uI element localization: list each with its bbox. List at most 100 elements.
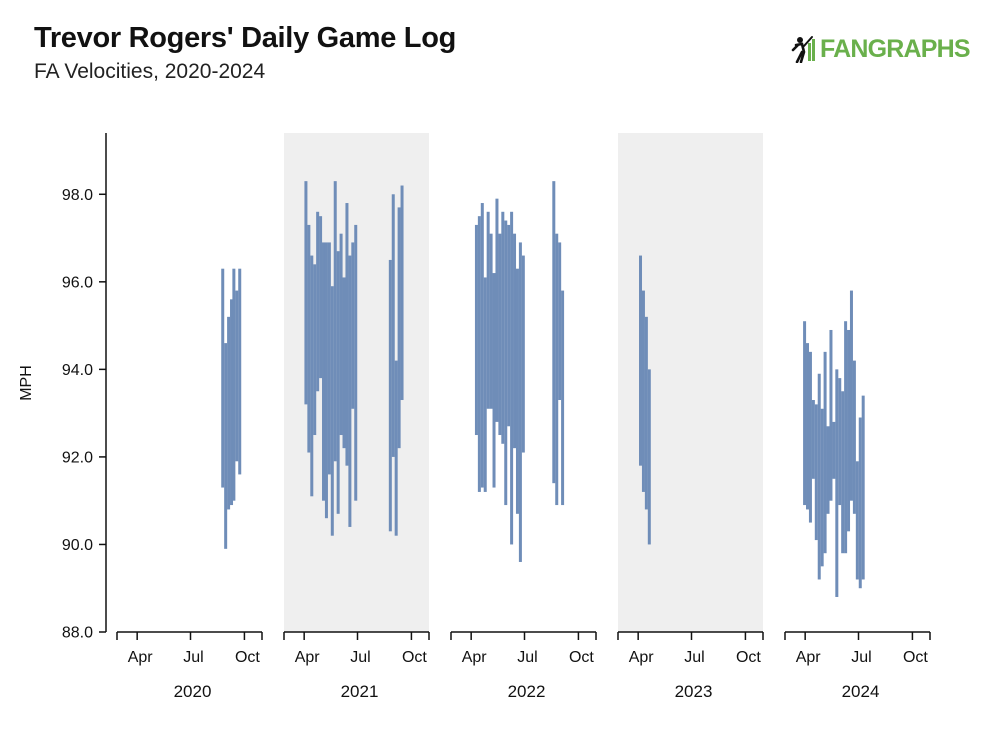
velocity-bar xyxy=(319,216,323,379)
y-tick-label: 90.0 xyxy=(62,537,93,554)
velocity-bar xyxy=(835,369,839,597)
axes: 88.0 90.0 92.0 94.0 96.0 98.0 Apr Jul Oct 2020 Apr… xyxy=(62,133,931,701)
velocity-bar xyxy=(227,316,231,510)
velocity-bar xyxy=(498,233,502,436)
x-tick-label: Apr xyxy=(128,649,154,666)
velocity-bar xyxy=(400,185,404,401)
x-tick-label: Apr xyxy=(462,649,488,666)
velocity-bar xyxy=(861,395,865,580)
x-tick-label: Oct xyxy=(402,649,427,666)
velocity-bar xyxy=(322,242,326,501)
velocity-bar xyxy=(304,181,308,405)
x-tick-label: Jul xyxy=(350,649,370,666)
x-tick-label: Oct xyxy=(569,649,594,666)
x-tick-label: Apr xyxy=(629,649,655,666)
velocity-bar xyxy=(474,224,478,436)
velocity-bar xyxy=(561,290,565,506)
velocity-bar xyxy=(826,426,830,514)
velocity-bar xyxy=(639,255,643,466)
velocity-bars xyxy=(221,181,865,597)
velocity-bar xyxy=(230,299,234,506)
velocity-bar xyxy=(647,369,651,545)
x-tick-label: Oct xyxy=(903,649,928,666)
year-label-2021: 2021 xyxy=(341,682,379,701)
year-label-2022: 2022 xyxy=(508,682,546,701)
velocity-bar xyxy=(324,242,328,519)
x-tick-label: Jul xyxy=(684,649,704,666)
velocity-bar xyxy=(555,233,559,506)
velocity-bar xyxy=(489,233,493,409)
velocity-bar xyxy=(849,290,853,501)
velocity-bar xyxy=(313,264,317,436)
velocity-bar xyxy=(858,417,862,589)
velocity-bar xyxy=(316,211,320,392)
velocity-bar xyxy=(521,255,525,453)
velocity-bar xyxy=(342,277,346,449)
velocity-bar xyxy=(803,321,807,506)
x-tick-label: Jul xyxy=(851,649,871,666)
velocity-bar xyxy=(832,421,836,479)
velocity-bar xyxy=(221,268,225,488)
velocity-bar xyxy=(477,216,481,492)
velocity-bar xyxy=(844,321,848,554)
velocity-bar xyxy=(820,408,824,567)
velocity-bar xyxy=(814,404,818,541)
velocity-bar xyxy=(333,181,337,462)
velocity-bar xyxy=(486,211,490,409)
velocity-bar xyxy=(841,391,845,554)
y-tick-label: 88.0 xyxy=(62,625,93,642)
velocity-bar xyxy=(558,242,562,401)
year-label-2024: 2024 xyxy=(842,682,880,701)
velocity-bar xyxy=(330,286,334,536)
velocity-bar xyxy=(855,461,859,580)
velocity-bar xyxy=(348,255,352,527)
chart-title: Trevor Rogers' Daily Game Log xyxy=(34,22,457,54)
y-tick-label: 96.0 xyxy=(62,274,93,291)
velocity-bar xyxy=(806,343,810,510)
velocity-bar xyxy=(224,343,228,549)
x-tick-label: Apr xyxy=(295,649,321,666)
batter-icon xyxy=(791,36,815,63)
fangraphs-logo: FANGRAPHS xyxy=(790,34,971,64)
velocity-bar xyxy=(852,360,856,514)
velocity-bar xyxy=(808,351,812,523)
velocity-bar xyxy=(847,329,851,532)
velocity-bar xyxy=(644,316,648,510)
velocity-bar xyxy=(307,224,311,453)
velocity-bar xyxy=(504,220,508,506)
velocity-bar xyxy=(492,273,496,488)
velocity-bar xyxy=(483,277,487,492)
velocity-bar xyxy=(394,360,398,536)
velocity-bar xyxy=(641,290,645,492)
velocity-bar xyxy=(351,242,355,409)
velocity-bar xyxy=(391,194,395,457)
velocity-bar xyxy=(501,211,505,444)
velocity-bar xyxy=(480,203,484,488)
year-label-2020: 2020 xyxy=(174,682,212,701)
x-tick-label: Oct xyxy=(235,649,260,666)
x-tick-label: Jul xyxy=(517,649,537,666)
y-tick-label: 98.0 xyxy=(62,187,93,204)
velocity-bar xyxy=(345,203,349,466)
velocity-bar xyxy=(510,211,514,545)
velocity-bar xyxy=(327,242,331,475)
velocity-bar xyxy=(811,400,815,479)
velocity-bar xyxy=(515,268,519,514)
y-tick-label: 92.0 xyxy=(62,449,93,466)
velocity-bar xyxy=(507,224,511,427)
velocity-bar xyxy=(339,233,343,436)
x-tick-label: Jul xyxy=(183,649,203,666)
velocity-bar xyxy=(513,233,517,449)
x-tick-label: Oct xyxy=(736,649,761,666)
velocity-bar xyxy=(552,181,556,484)
velocity-bar xyxy=(495,198,499,422)
velocity-bar xyxy=(336,251,340,514)
year-label-2023: 2023 xyxy=(675,682,713,701)
velocity-bar xyxy=(235,290,239,462)
velocity-bar xyxy=(829,329,833,501)
y-axis-label: MPH xyxy=(18,365,35,401)
velocity-bar xyxy=(310,255,314,497)
velocity-bar xyxy=(838,378,842,506)
velocity-bar xyxy=(518,242,522,562)
